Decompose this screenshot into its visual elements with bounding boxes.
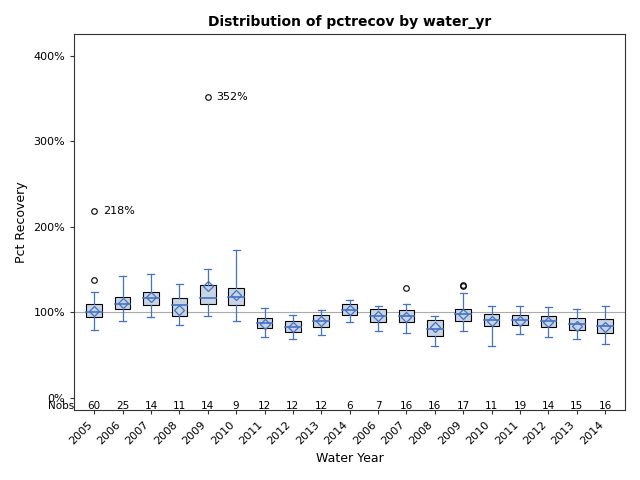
Text: 14: 14: [541, 401, 555, 411]
Bar: [257, 318, 272, 328]
Bar: [541, 315, 556, 327]
Bar: [86, 303, 102, 317]
Bar: [484, 314, 499, 326]
Bar: [427, 320, 443, 336]
Text: 60: 60: [88, 401, 100, 411]
Text: 7: 7: [375, 401, 381, 411]
Text: 25: 25: [116, 401, 129, 411]
Bar: [371, 309, 386, 323]
Text: 15: 15: [570, 401, 584, 411]
Bar: [200, 285, 216, 303]
Bar: [143, 291, 159, 305]
Bar: [569, 318, 584, 330]
Text: 14: 14: [145, 401, 157, 411]
Text: 16: 16: [598, 401, 612, 411]
Text: 12: 12: [258, 401, 271, 411]
Text: 17: 17: [456, 401, 470, 411]
Text: 6: 6: [346, 401, 353, 411]
Bar: [399, 311, 414, 323]
X-axis label: Water Year: Water Year: [316, 452, 383, 465]
Text: 218%: 218%: [102, 206, 134, 216]
Text: 11: 11: [173, 401, 186, 411]
Y-axis label: Pct Recovery: Pct Recovery: [15, 181, 28, 263]
Text: 16: 16: [400, 401, 413, 411]
Text: 11: 11: [485, 401, 498, 411]
Bar: [115, 297, 131, 309]
Text: Nobs: Nobs: [48, 401, 74, 411]
Bar: [456, 309, 471, 321]
Text: 12: 12: [286, 401, 300, 411]
Bar: [172, 298, 187, 315]
Bar: [512, 315, 528, 325]
Title: Distribution of pctrecov by water_yr: Distribution of pctrecov by water_yr: [208, 15, 492, 29]
Text: 9: 9: [233, 401, 239, 411]
Text: 352%: 352%: [216, 92, 248, 102]
Text: 19: 19: [513, 401, 527, 411]
Bar: [314, 315, 329, 326]
Text: 16: 16: [428, 401, 442, 411]
Bar: [285, 322, 301, 332]
Bar: [597, 319, 613, 333]
Text: 14: 14: [201, 401, 214, 411]
Bar: [228, 288, 244, 305]
Text: 12: 12: [315, 401, 328, 411]
Bar: [342, 304, 358, 315]
